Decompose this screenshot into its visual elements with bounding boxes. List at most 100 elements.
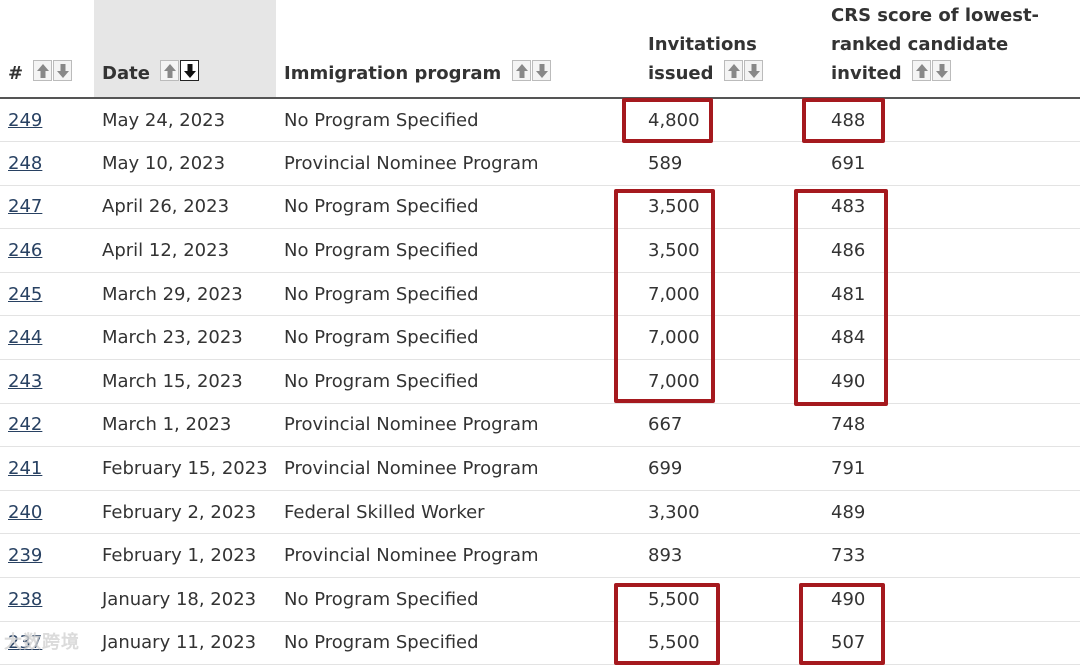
cell-program: No Program Specified <box>276 359 640 404</box>
header-date-label: Date <box>102 63 150 84</box>
cell-date: February 15, 2023 <box>94 446 276 491</box>
row-number-link[interactable]: 240 <box>8 501 43 523</box>
cell-date: February 2, 2023 <box>94 490 276 535</box>
row-date: February 2, 2023 <box>102 501 257 523</box>
sort-ascending-button-num[interactable] <box>33 60 53 81</box>
cell-num[interactable]: 238 <box>0 577 94 622</box>
cell-program: No Program Specified <box>276 98 640 143</box>
row-date: May 10, 2023 <box>102 152 226 174</box>
cell-date: March 29, 2023 <box>94 272 276 317</box>
row-number-link[interactable]: 247 <box>8 196 43 218</box>
highlight-box-invitations-249 <box>622 98 713 143</box>
cell-num[interactable]: 239 <box>0 533 94 579</box>
row-invitations: 3,500 <box>648 196 700 218</box>
header-num-label: # <box>8 63 24 84</box>
row-program: No Program Specified <box>284 632 479 654</box>
header-crs-line-2: ranked candidate <box>831 34 1009 55</box>
cell-invitations: 3,300 <box>640 490 823 535</box>
row-number-link[interactable]: 246 <box>8 240 43 262</box>
row-crs-score: 481 <box>831 283 866 305</box>
row-crs-score: 733 <box>831 545 866 567</box>
row-crs-score: 489 <box>831 501 866 523</box>
row-invitations: 4,800 <box>648 109 700 131</box>
sort-ascending-button-invitations[interactable] <box>723 60 743 81</box>
table-row: 243 March 15, 2023 No Program Specified 7,0… <box>0 359 1080 404</box>
sort-descending-button-invitations[interactable] <box>743 60 763 81</box>
row-number-link[interactable]: 242 <box>8 414 43 436</box>
cell-crs: 488 <box>823 98 1080 143</box>
cell-num[interactable]: 245 <box>0 272 94 317</box>
row-number-link[interactable]: 244 <box>8 327 43 349</box>
cell-invitations: 7,000 <box>640 359 823 404</box>
cell-program: Provincial Nominee Program <box>276 403 640 448</box>
header-crs-line-1: CRS score of lowest- <box>831 5 1040 26</box>
row-program: No Program Specified <box>284 588 479 610</box>
cell-date: January 18, 2023 <box>94 577 276 622</box>
column-header-invitations: Invitations issued <box>640 0 823 99</box>
cell-date: May 10, 2023 <box>94 141 276 186</box>
row-invitations: 893 <box>648 545 683 567</box>
cell-num[interactable]: 241 <box>0 446 94 491</box>
column-header-program: Immigration program <box>276 0 640 99</box>
cell-num[interactable]: 249 <box>0 98 94 143</box>
row-number-link[interactable]: 241 <box>8 458 43 480</box>
cell-program: No Program Specified <box>276 315 640 361</box>
sort-descending-button-program[interactable] <box>531 60 551 81</box>
sort-descending-button-num[interactable] <box>53 60 73 81</box>
row-number-link[interactable]: 237 <box>8 632 43 654</box>
highlight-box-crs-247-243 <box>794 189 888 406</box>
row-number-link[interactable]: 245 <box>8 283 43 305</box>
cell-num[interactable]: 240 <box>0 490 94 535</box>
cell-num[interactable]: 246 <box>0 228 94 273</box>
cell-program: No Program Specified <box>276 577 640 622</box>
highlight-box-invitations-238-237 <box>614 583 720 665</box>
cell-date: January 11, 2023 <box>94 621 276 666</box>
row-number-link[interactable]: 243 <box>8 370 43 392</box>
row-program: Provincial Nominee Program <box>284 545 539 567</box>
row-invitations: 699 <box>648 458 683 480</box>
row-number-link[interactable]: 248 <box>8 152 43 174</box>
sort-controls-invitations <box>723 60 764 90</box>
column-header-crs: CRS score of lowest- ranked candidate in… <box>823 0 1080 99</box>
row-date: March 1, 2023 <box>102 414 232 436</box>
cell-program: No Program Specified <box>276 272 640 317</box>
cell-invitations: 4,800 <box>640 98 823 143</box>
row-number-link[interactable]: 249 <box>8 109 43 131</box>
table-row: 245 March 29, 2023 No Program Specified 7,0… <box>0 272 1080 317</box>
row-crs-score: 484 <box>831 327 866 349</box>
row-program: Provincial Nominee Program <box>284 414 539 436</box>
cell-date: April 26, 2023 <box>94 185 276 230</box>
sort-ascending-button-date[interactable] <box>160 60 180 81</box>
cell-num[interactable]: 247 <box>0 185 94 230</box>
row-invitations: 5,500 <box>648 588 700 610</box>
row-date: May 24, 2023 <box>102 109 226 131</box>
row-invitations: 3,300 <box>648 501 700 523</box>
row-invitations: 3,500 <box>648 240 700 262</box>
cell-crs: 791 <box>823 446 1080 491</box>
cell-num[interactable]: 242 <box>0 403 94 448</box>
sort-controls-crs <box>911 60 952 90</box>
cell-invitations: 893 <box>640 533 823 579</box>
cell-invitations: 7,000 <box>640 272 823 317</box>
table-row: 240 February 2, 2023 Federal Skilled Worke… <box>0 490 1080 535</box>
row-invitations: 5,500 <box>648 632 700 654</box>
table-row: 249 May 24, 2023 No Program Specified 4,800… <box>0 98 1080 143</box>
row-number-link[interactable]: 238 <box>8 588 43 610</box>
sort-descending-button-date[interactable] <box>180 60 200 81</box>
row-crs-score: 483 <box>831 196 866 218</box>
row-number-link[interactable]: 239 <box>8 545 43 567</box>
cell-num[interactable]: 248 <box>0 141 94 186</box>
cell-num[interactable]: 237 <box>0 621 94 666</box>
sort-ascending-button-crs[interactable] <box>911 60 931 81</box>
row-crs-score: 791 <box>831 458 866 480</box>
cell-crs: 691 <box>823 141 1080 186</box>
table-row: 238 January 18, 2023 No Program Specified 5… <box>0 577 1080 622</box>
cell-crs: 748 <box>823 403 1080 448</box>
cell-num[interactable]: 243 <box>0 359 94 404</box>
sort-ascending-button-program[interactable] <box>511 60 531 81</box>
sort-descending-button-crs[interactable] <box>931 60 951 81</box>
row-program: Provincial Nominee Program <box>284 152 539 174</box>
cell-num[interactable]: 244 <box>0 315 94 361</box>
row-date: March 29, 2023 <box>102 283 243 305</box>
cell-crs: 733 <box>823 533 1080 579</box>
